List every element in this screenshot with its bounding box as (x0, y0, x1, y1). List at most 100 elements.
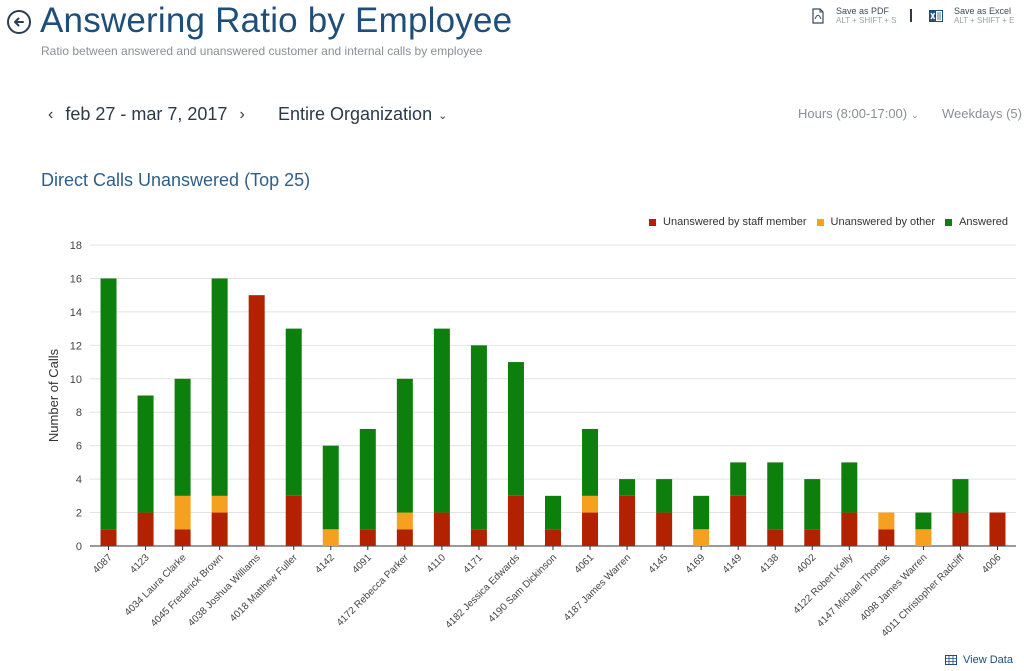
chevron-down-icon: ⌄ (911, 110, 919, 120)
x-tick-label: 4138 (758, 552, 782, 576)
y-tick-label: 8 (76, 407, 82, 419)
legend-item-staff[interactable]: Unanswered by staff member (649, 216, 807, 228)
x-tick-label: 4091 (350, 552, 374, 576)
y-tick-label: 2 (76, 508, 82, 520)
legend-swatch-other (816, 218, 824, 226)
y-tick-label: 0 (76, 541, 82, 553)
legend-item-answered[interactable]: Answered (945, 216, 1008, 228)
view-data-button[interactable]: View Data (945, 654, 1013, 666)
x-tick-label: 4006 (980, 552, 1004, 576)
x-tick-label: 4169 (684, 552, 708, 576)
bar-segment (582, 495, 599, 513)
bar-segment (322, 445, 339, 530)
arrow-left-icon (14, 17, 24, 27)
x-tick-label: 4098 James Warren (858, 552, 929, 623)
bar-segment (619, 479, 636, 496)
x-tick-label: 4018 Matthew Fuller (228, 552, 300, 624)
bar-segment (285, 328, 302, 496)
bar-segment (396, 512, 413, 530)
bar-segment (470, 529, 487, 546)
save-as-pdf-shortcut: ALT + SHIFT + S (836, 16, 897, 25)
bar-segment (211, 495, 228, 513)
bar-segment (396, 529, 413, 546)
page-title: Answering Ratio by Employee (40, 1, 513, 40)
legend-label-other: Unanswered by other (830, 216, 936, 228)
bar-segment (804, 479, 821, 530)
legend-label-answered: Answered (959, 216, 1008, 228)
x-tick-label: 4061 (573, 552, 597, 576)
x-tick-label: 4002 (795, 552, 819, 576)
save-as-excel-button[interactable]: Save as Excel ALT + SHIFT + E (928, 6, 1014, 26)
bar-segment (656, 512, 673, 546)
bar-segment (656, 479, 673, 513)
bar-segment (952, 512, 969, 546)
chevron-down-icon: ⌄ (438, 109, 448, 122)
bar-segment (693, 529, 710, 546)
bar-segment (767, 529, 784, 546)
bar-segment (359, 428, 376, 530)
x-tick-label: 4182 Jessica Edwards (444, 552, 523, 631)
legend-label-staff: Unanswered by staff member (663, 216, 807, 228)
date-range[interactable]: feb 27 - mar 7, 2017 (65, 104, 228, 124)
export-divider (910, 9, 912, 22)
x-tick-label: 4123 (128, 552, 152, 576)
bar-segment (989, 512, 1006, 546)
legend-item-other[interactable]: Unanswered by other (816, 216, 936, 228)
page-subtitle: Ratio between answered and unanswered cu… (41, 44, 483, 58)
bar-segment (507, 362, 524, 496)
bar-segment (248, 295, 265, 546)
organization-label: Entire Organization (278, 104, 433, 124)
hours-dropdown[interactable]: Hours (8:00-17:00) ⌄ (798, 106, 919, 121)
bar-segment (137, 395, 154, 513)
y-tick-label: 16 (70, 273, 82, 285)
bar-segment (396, 378, 413, 513)
x-tick-label: 4034 Laura Clarke (123, 552, 189, 618)
bar-segment (285, 495, 302, 546)
bar-segment (507, 495, 524, 546)
weekdays-dropdown[interactable]: Weekdays (5) (942, 106, 1022, 121)
x-tick-label: 4038 Joshua Williams (186, 552, 263, 629)
bar-segment (322, 529, 339, 546)
back-button[interactable] (7, 10, 31, 34)
legend-swatch-answered (945, 218, 953, 226)
hours-label: Hours (8:00-17:00) (798, 106, 908, 121)
legend-swatch-staff (649, 218, 657, 226)
y-axis-title: Number of Calls (46, 348, 61, 442)
organization-dropdown[interactable]: Entire Organization ⌄ (278, 104, 447, 125)
bar-segment (915, 529, 932, 546)
chart-title: Direct Calls Unanswered (Top 25) (41, 170, 311, 190)
save-as-pdf-label: Save as PDF (836, 6, 890, 16)
bar-segment (174, 378, 191, 496)
bar-segment (211, 512, 228, 546)
save-as-pdf-button[interactable]: Save as PDF ALT + SHIFT + S (810, 6, 896, 26)
x-tick-label: 4142 (313, 552, 337, 576)
save-as-excel-shortcut: ALT + SHIFT + E (954, 16, 1015, 25)
bar-segment (100, 529, 117, 546)
bar-segment (915, 512, 932, 530)
bar-segment (174, 529, 191, 546)
bar-segment (952, 479, 969, 513)
x-tick-label: 4110 (425, 552, 448, 575)
bar-segment (174, 495, 191, 530)
y-tick-label: 4 (76, 474, 82, 486)
bar-segment (433, 328, 450, 513)
weekdays-label: Weekdays (5) (942, 106, 1022, 121)
bar-segment (730, 495, 747, 546)
bar-segment (878, 512, 895, 530)
chevron-left-icon[interactable]: ‹ (48, 105, 54, 123)
bar-segment (545, 495, 561, 530)
x-tick-label: 4087 (91, 552, 115, 576)
bar-segment (767, 462, 784, 530)
bar-segment (582, 428, 599, 496)
bar-segment (730, 462, 747, 496)
x-tick-label: 4172 Rebecca Parker (335, 552, 412, 629)
bar-segment (619, 495, 636, 546)
chevron-right-icon[interactable]: › (239, 105, 245, 123)
x-tick-label: 4045 Frederick Brown (149, 552, 226, 629)
bar-segment (841, 512, 858, 546)
bar-segment (582, 512, 599, 546)
table-icon (945, 655, 957, 665)
view-data-label: View Data (963, 654, 1013, 666)
bar-segment (693, 495, 710, 530)
